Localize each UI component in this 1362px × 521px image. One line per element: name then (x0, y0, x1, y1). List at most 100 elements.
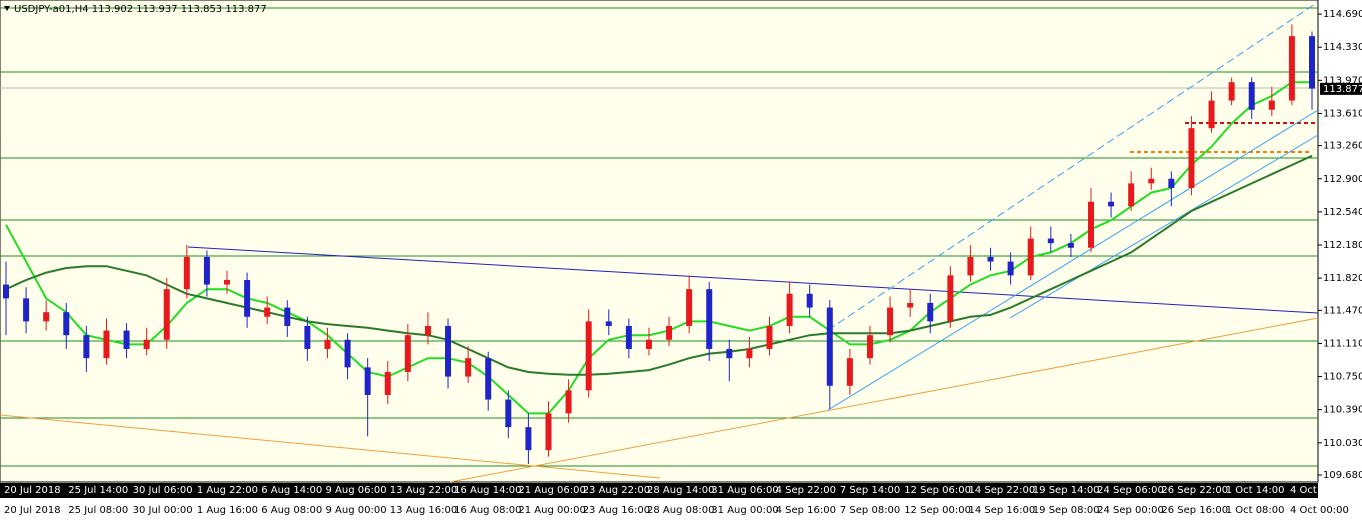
candles (3, 24, 1315, 464)
candle-body (344, 339, 351, 368)
y-tick-label: 113.970 (1323, 75, 1362, 86)
candle-body (565, 390, 572, 414)
x-tick-label: 28 Aug 08:00 (647, 505, 714, 516)
candle-body (907, 302, 914, 308)
candle-body (1128, 183, 1135, 207)
candle-body (505, 399, 512, 428)
candle-body (645, 339, 652, 349)
x-tick-label: 1 Aug 22:00 (197, 485, 258, 496)
y-tick-label: 113.610 (1323, 108, 1362, 119)
candle-body (686, 289, 693, 326)
x-tick-label: 9 Aug 00:00 (326, 505, 387, 516)
candle-body (1228, 82, 1235, 101)
x-tick-label: 30 Jul 00:00 (133, 505, 193, 516)
candle-body (1087, 201, 1094, 248)
candle-body (706, 289, 713, 349)
candle-body (766, 325, 773, 349)
candle-body (203, 256, 210, 285)
candle-body (465, 358, 472, 377)
levels (0, 7, 1318, 467)
candle-body (1309, 36, 1315, 89)
channel-line (827, 109, 1319, 411)
candle-body (967, 256, 974, 276)
candle-body (63, 312, 70, 336)
moving-average (5, 81, 1312, 415)
x-tick-label: 20 Jul 2018 (4, 505, 61, 516)
x-tick-label: 31 Aug 00:00 (711, 505, 778, 516)
candle-body (846, 358, 853, 386)
candle-body (3, 284, 9, 299)
y-tick-label: 112.180 (1323, 240, 1362, 251)
x-tick-label: 13 Aug 16:00 (390, 505, 457, 516)
x-tick-label: 20 Jul 2018 (4, 485, 61, 496)
candle-body (746, 348, 753, 359)
candle-body (1288, 36, 1295, 101)
candle-body (324, 339, 331, 349)
x-tick-label: 4 Oct 06:00 (1290, 485, 1349, 496)
candle-body (1248, 82, 1255, 110)
candle-body (1148, 178, 1155, 184)
candle-body (304, 325, 311, 349)
y-tick-label: 110.750 (1323, 372, 1362, 383)
x-tick-label: 12 Sep 00:00 (904, 505, 971, 516)
x-tick-label: 25 Jul 08:00 (68, 505, 128, 516)
candle-body (927, 302, 934, 322)
x-tick-label: 6 Aug 14:00 (261, 485, 322, 496)
chart-title: USDJPY-a01,H4 113.902 113.937 113.853 11… (14, 4, 267, 15)
candle-body (83, 335, 90, 359)
candle-body (123, 330, 130, 349)
price-tag (1320, 82, 1362, 95)
x-tick-label: 4 Oct 00:00 (1290, 505, 1349, 516)
x-tick-label: 14 Sep 16:00 (969, 505, 1036, 516)
candle-body (404, 335, 411, 372)
x-tick-label: 7 Sep 08:00 (840, 505, 900, 516)
x-tick-label: 4 Sep 16:00 (776, 505, 836, 516)
moving-average (5, 154, 1313, 376)
x-tick-label: 21 Aug 06:00 (518, 485, 585, 496)
x-tick-label: 6 Aug 08:00 (261, 505, 322, 516)
candle-body (887, 307, 894, 336)
y-tick-label: 112.540 (1323, 207, 1362, 218)
x-tick-label: 28 Aug 14:00 (647, 485, 714, 496)
candle-body (666, 325, 673, 340)
x-tick-label: 24 Sep 00:00 (1097, 505, 1164, 516)
x-tick-label: 19 Sep 08:00 (1033, 505, 1100, 516)
x-tick-label: 30 Jul 06:00 (133, 485, 193, 496)
x-tick-label: 23 Aug 22:00 (583, 485, 650, 496)
candle-body (826, 307, 833, 386)
candle-body (224, 279, 231, 285)
plot-area (0, 0, 1319, 483)
candle-body (143, 339, 150, 349)
y-tick-label: 111.820 (1323, 273, 1362, 284)
candle-body (284, 307, 291, 326)
x-tick-label: 4 Sep 22:00 (776, 485, 836, 496)
candle-body (364, 367, 371, 395)
candle-body (947, 275, 954, 322)
candle-body (1168, 178, 1175, 188)
trend-lines (0, 1, 1319, 483)
menu-triangle (4, 6, 10, 11)
channel-line (1009, 134, 1319, 319)
x-tick-label: 9 Aug 06:00 (326, 485, 387, 496)
price-tag-label: 113.877 (1323, 84, 1362, 95)
y-tick-label: 110.030 (1323, 438, 1362, 449)
x-tick-label: 19 Sep 14:00 (1033, 485, 1100, 496)
y-tick-label: 114.330 (1323, 42, 1362, 53)
candle-body (1108, 201, 1115, 207)
y-tick-label: 111.470 (1323, 305, 1362, 316)
candle-body (726, 348, 733, 359)
candle-body (485, 358, 492, 400)
candle-body (445, 325, 452, 377)
channel-line (827, 1, 1319, 331)
candle-body (244, 279, 251, 317)
candle-body (625, 325, 632, 349)
x-tick-label: 14 Sep 22:00 (969, 485, 1036, 496)
x-tick-label: 31 Aug 06:00 (711, 485, 778, 496)
x-tick-label: 25 Jul 14:00 (68, 485, 128, 496)
candle-body (605, 321, 612, 326)
candle-body (264, 307, 271, 317)
candle-body (1047, 238, 1054, 244)
x-tick-label: 1 Oct 08:00 (1226, 505, 1285, 516)
candle-body (806, 293, 813, 308)
